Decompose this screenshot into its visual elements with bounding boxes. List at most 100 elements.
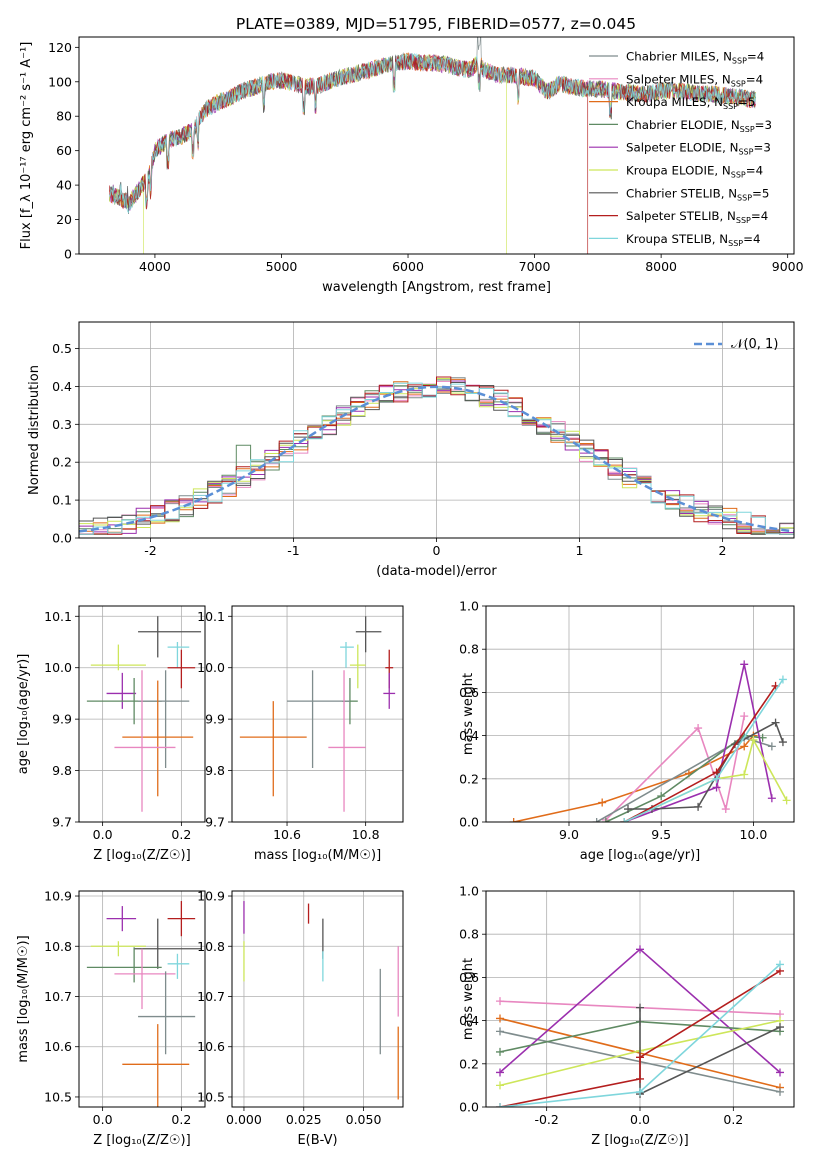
axes-frame — [485, 890, 795, 1108]
legend-nssp-prefix: , N — [716, 50, 732, 64]
plot-area-spectrum — [109, 37, 756, 254]
legend-label-sa_elodie: Salpeter ELODIE, NSSP=3 — [626, 141, 771, 157]
x-tick-label: 0.0 — [93, 1112, 113, 1127]
weight-marker-sa_elodie — [496, 1068, 504, 1077]
y-axis-label: Normed distribution — [27, 365, 42, 495]
legend-nssp-eq: = — [751, 209, 761, 223]
y-axis-label: Flux [f_λ 10⁻¹⁷ erg cm⁻² s⁻¹ A⁻¹] — [19, 42, 34, 250]
y-tick-label: 0.2 — [459, 1056, 479, 1071]
y-axis-label: mass [log₁₀(M/M☉)] — [16, 935, 31, 1062]
weight-marker-kr_miles — [496, 1014, 504, 1023]
x-tick-label: -1 — [287, 543, 299, 558]
legend-nssp-prefix: , N — [714, 164, 730, 178]
y-tick-label: 10.5 — [44, 1089, 72, 1104]
weight-marker-ch_miles — [496, 1027, 504, 1036]
legend-nssp-value: 4 — [761, 209, 769, 223]
y-tick-label: 0.0 — [459, 815, 479, 830]
weight-marker-ch_elodie — [496, 1047, 504, 1056]
legend-nssp-value: 3 — [765, 118, 773, 132]
y-tick-label: 10.6 — [197, 1039, 225, 1054]
x-tick-label: 2 — [719, 543, 727, 558]
y-tick-label: 10.7 — [197, 989, 225, 1004]
legend-model-name: Kroupa ELODIE — [626, 164, 714, 178]
axes-frame — [485, 605, 795, 823]
weight-marker-sa_elodie — [776, 1068, 784, 1077]
errorbar-ch_stelib — [134, 918, 202, 969]
errorbar-kr_stelib — [167, 953, 190, 979]
x-tick-label: -2 — [144, 543, 156, 558]
errorbar-ch_elodie — [86, 947, 162, 983]
panel-spectrum: 4000 5000 6000 7000 8000 9000 0 20 40 60 80 100 120 w… — [19, 36, 804, 295]
y-tick-label: 10.0 — [44, 660, 72, 675]
weight-marker-kr_stelib — [712, 774, 721, 783]
legend-nssp-eq: = — [747, 50, 757, 64]
weight-marker-ch_stelib — [771, 718, 780, 727]
legend-nssp-eq: = — [753, 141, 763, 155]
errorbar-sa_stelib — [167, 649, 196, 689]
legend-nssp-sub: SSP — [731, 79, 746, 88]
legend-label-ch_miles: Chabrier MILES, NSSP=4 — [626, 50, 764, 66]
weight-marker-sa_elodie — [636, 945, 644, 954]
y-tick-label: 60 — [56, 143, 72, 158]
errorbar-sa_miles — [114, 670, 176, 812]
axes-frame — [231, 605, 404, 823]
weight-marker-ch_stelib — [778, 738, 787, 747]
plot-area-mass_vs_ebv — [243, 901, 399, 1100]
y-tick-label: 9.8 — [205, 763, 225, 778]
errorbar-kr_elodie — [90, 644, 146, 671]
legend-nssp-eq: = — [752, 186, 762, 200]
y-tick-label: 10.8 — [44, 939, 72, 954]
legend-nssp-sub: SSP — [723, 102, 738, 111]
weight-marker-kr_stelib — [636, 1087, 644, 1096]
x-axis-label: wavelength [Angstrom, rest frame] — [322, 280, 551, 295]
legend-model-name: Chabrier ELODIE — [626, 118, 723, 132]
plot-area-age_vs_Z — [86, 616, 202, 812]
panel-residuals: -2 -1 0 1 2 0.0 0.1 0.2 0.3 0.4 0.5 (data-model)/er… — [27, 321, 795, 579]
x-tick-label: 10.6 — [273, 827, 301, 842]
x-axis-label: Z [log₁₀(Z/Z☉)] — [93, 848, 190, 863]
errorbar-kr_stelib — [167, 642, 190, 668]
errorbar-sa_elodie — [106, 672, 137, 709]
errorbar-kr_elodie — [90, 941, 146, 957]
legend-nssp-value: 5 — [762, 186, 770, 200]
legend-nssp-value: 4 — [756, 164, 764, 178]
y-axis-label: mass weight — [461, 673, 476, 755]
y-tick-label: 10.6 — [44, 1039, 72, 1054]
y-tick-label: 100 — [48, 74, 72, 89]
weight-marker-kr_stelib — [496, 1103, 504, 1107]
x-tick-label: -0.2 — [534, 1112, 558, 1127]
legend-model-name: Kroupa STELIB — [626, 232, 712, 246]
errorbar-ch_miles — [287, 670, 350, 768]
x-tick-label: 5000 — [266, 259, 298, 274]
legend-model-name: Salpeter STELIB — [626, 209, 720, 223]
weight-marker-sa_miles — [721, 805, 730, 814]
weight-marker-ch_miles — [592, 818, 601, 822]
legend-nssp-eq: = — [755, 118, 765, 132]
plot-area-residuals — [79, 376, 794, 535]
errorbar-ch_miles — [138, 670, 190, 768]
x-tick-label: 10.8 — [352, 827, 380, 842]
errorbar-sa_stelib — [167, 901, 196, 937]
weight-marker-ch_miles — [776, 1087, 784, 1096]
x-axis-label: Z [log₁₀(Z/Z☉)] — [93, 1133, 190, 1148]
errorbar-kr_miles — [122, 680, 194, 797]
x-tick-label: 9.5 — [651, 827, 671, 842]
legend-nssp-value: 4 — [753, 232, 761, 246]
y-tick-label: 10.1 — [44, 609, 72, 624]
y-tick-label: 10.5 — [197, 1089, 225, 1104]
panel-massweight_vs_Z: -0.2 0.0 0.2 0.0 0.2 0.4 0.6 0.8 1.0 Z [log₁₀(Z/Z… — [459, 884, 795, 1148]
weight-marker-ch_stelib — [624, 805, 633, 814]
legend-label-ch_elodie: Chabrier ELODIE, NSSP=3 — [626, 118, 772, 134]
weight-marker-sa_stelib — [636, 1053, 644, 1062]
y-tick-label: 10.8 — [197, 939, 225, 954]
y-tick-label: 10.1 — [197, 609, 225, 624]
panel-mass_vs_ebv: 0.000 0.025 0.050 10.5 10.6 10.7 10.8 10.9 E(B-V… — [197, 889, 404, 1148]
y-tick-label: 0.2 — [52, 455, 72, 470]
y-axis-label: mass weight — [461, 958, 476, 1040]
legend-nssp-value: 4 — [756, 72, 764, 86]
y-tick-label: 0.8 — [459, 642, 479, 657]
x-axis-label: Z [log₁₀(Z/Z☉)] — [591, 1133, 688, 1148]
x-tick-label: 10.0 — [740, 827, 768, 842]
weight-marker-sa_miles — [694, 724, 703, 733]
y-tick-label: 40 — [56, 178, 72, 193]
